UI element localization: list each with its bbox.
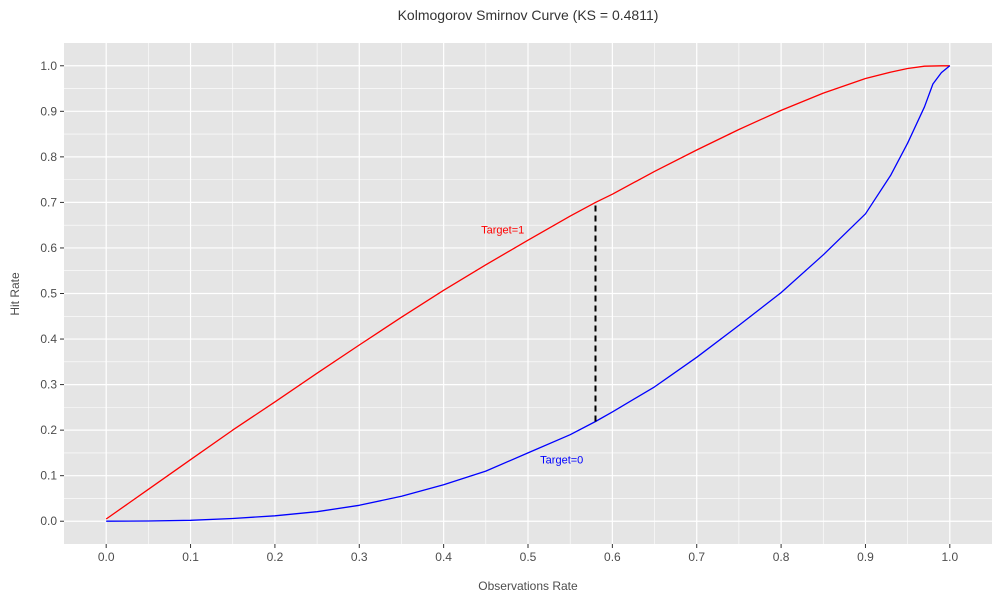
x-tick-label: 0.8 — [773, 550, 790, 564]
x-tick-label: 0.9 — [857, 550, 874, 564]
y-axis-title: Hit Rate — [8, 272, 22, 316]
chart-title: Kolmogorov Smirnov Curve (KS = 0.4811) — [398, 7, 659, 23]
y-tick-label: 0.7 — [40, 195, 57, 209]
series-line-target-1 — [105, 65, 950, 520]
y-tick-label: 0.6 — [40, 241, 57, 255]
x-tick-label: 0.1 — [182, 550, 199, 564]
annotation-layer: Target=1 Target=0 — [481, 225, 583, 467]
x-tick-label: 0.5 — [520, 550, 537, 564]
x-tick-label: 0.6 — [604, 550, 621, 564]
x-tick-label: 0.7 — [688, 550, 705, 564]
y-tick-label: 0.9 — [40, 104, 57, 118]
y-tick-label: 0.0 — [40, 514, 57, 528]
y-tick-label: 0.2 — [40, 423, 57, 437]
annotation-label: Target=1 — [481, 225, 524, 237]
major-grid — [64, 43, 992, 544]
x-tick-label: 0.2 — [267, 550, 284, 564]
y-tick-label: 0.3 — [40, 378, 57, 392]
x-axis-ticks: 0.0 0.1 0.2 0.3 0.4 0.5 0.6 0.7 0.8 0.9 1.0 — [98, 544, 958, 564]
x-tick-label: 0.4 — [435, 550, 452, 564]
y-tick-label: 0.5 — [40, 287, 57, 301]
annotation-label: Target=0 — [540, 455, 583, 467]
y-tick-label: 0.8 — [40, 150, 57, 164]
x-tick-label: 0.0 — [98, 550, 115, 564]
y-tick-label: 0.4 — [40, 332, 57, 346]
x-tick-label: 1.0 — [941, 550, 958, 564]
y-tick-label: 1.0 — [40, 59, 57, 73]
x-tick-label: 0.3 — [351, 550, 368, 564]
series-line-target-0 — [106, 65, 951, 522]
x-axis-title: Observations Rate — [478, 579, 578, 593]
y-tick-label: 0.1 — [40, 469, 57, 483]
y-axis-ticks: 0.0 0.1 0.2 0.3 0.4 0.5 0.6 0.7 0.8 0.9 1.0 — [40, 59, 64, 528]
series-layer — [105, 65, 951, 522]
